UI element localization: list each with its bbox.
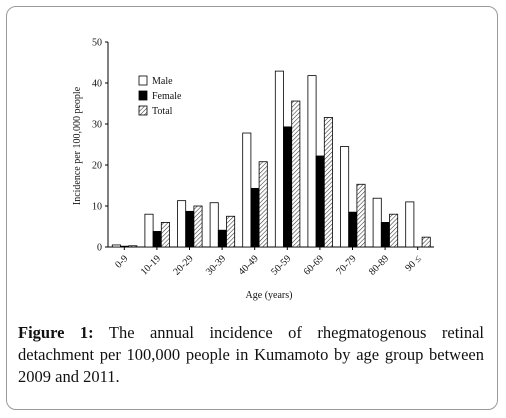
y-tick-label: 10 — [92, 202, 102, 213]
bar-male — [242, 132, 252, 248]
legend: Male Female Total — [138, 75, 182, 117]
y-tick-label: 20 — [92, 161, 102, 172]
bar-total — [160, 221, 170, 248]
x-tick-label: 80-89 — [367, 253, 391, 277]
x-axis-label: Age (years) — [246, 290, 293, 301]
bar-total — [421, 236, 431, 248]
bar-male — [111, 244, 121, 248]
caption-label: Figure 1: — [18, 323, 94, 342]
y-axis-label: Incidence per 100,000 people — [72, 86, 83, 205]
bar-male — [177, 200, 187, 248]
bar-male — [274, 70, 284, 248]
x-tick-label: 90 ≤ — [403, 253, 424, 274]
x-tick-label: 70-79 — [334, 253, 358, 277]
legend-swatch-female — [138, 90, 148, 101]
bar-total — [128, 245, 138, 248]
bar-female — [283, 126, 293, 248]
x-tick-label: 60-69 — [302, 253, 326, 277]
bar-total — [291, 100, 301, 248]
bar-male — [372, 197, 382, 248]
legend-swatch-total — [138, 105, 148, 116]
x-tick-label: 0-9 — [113, 253, 130, 270]
bar-total — [258, 161, 268, 248]
y-tick-labels: 0 10 20 30 40 50 — [92, 38, 102, 254]
legend-label-male: Male — [152, 76, 173, 87]
bar-total — [323, 117, 333, 248]
bar-female — [250, 187, 260, 248]
legend-swatch-male — [138, 75, 148, 86]
x-tick-label: 30-39 — [204, 253, 228, 277]
axes — [105, 41, 434, 250]
x-tick-label: 40-49 — [237, 253, 261, 277]
bar-female — [185, 210, 195, 248]
bar-male — [209, 202, 219, 248]
figure-caption: Figure 1: The annual incidence of rhegma… — [18, 322, 484, 388]
bar-female — [217, 229, 227, 248]
caption-text: The annual incidence of rhegmatogenous r… — [18, 323, 485, 386]
y-tick-label: 40 — [92, 79, 102, 90]
bar-male — [405, 201, 415, 248]
bar-female — [315, 155, 325, 248]
bars — [111, 70, 431, 248]
y-tick-label: 30 — [92, 120, 102, 131]
y-tick-label: 50 — [92, 38, 102, 49]
bar-male — [144, 213, 154, 248]
legend-label-female: Female — [152, 91, 182, 102]
x-tick-labels: 0-9 10-19 20-29 30-39 40-49 50-59 60-69 70-79 80… — [113, 253, 424, 278]
bar-total — [389, 213, 399, 248]
bar-female — [120, 245, 130, 248]
bar-total — [356, 183, 366, 248]
bar-chart: 0-9 10-19 20-29 30-39 40-49 50-59 60-69 70-79 80… — [72, 38, 434, 301]
x-tick-label: 10-19 — [139, 253, 163, 277]
bar-male — [340, 146, 350, 248]
legend-label-total: Total — [152, 106, 173, 117]
bar-female — [152, 231, 162, 248]
x-tick-label: 20-29 — [171, 253, 195, 277]
x-tick-label: 50-59 — [269, 253, 293, 277]
bar-male — [307, 75, 317, 248]
bar-female — [380, 221, 390, 248]
y-tick-label: 0 — [97, 243, 102, 254]
bar-female — [348, 211, 358, 248]
bar-total — [226, 215, 236, 248]
bar-total — [193, 205, 203, 248]
